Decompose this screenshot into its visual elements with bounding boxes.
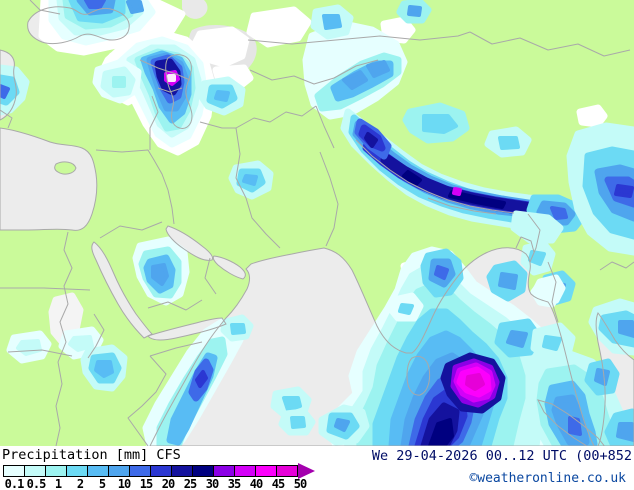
precipitation-map xyxy=(0,0,634,446)
legend-segment xyxy=(129,465,151,477)
legend-segment xyxy=(276,465,298,477)
legend-segment xyxy=(192,465,214,477)
copyright-text: ©weatheronline.co.uk xyxy=(469,471,626,486)
legend-value: 15 xyxy=(139,477,153,490)
legend-value: 2 xyxy=(76,477,84,490)
legend-value: 5 xyxy=(98,477,106,490)
legend-segment xyxy=(66,465,88,477)
legend-segment xyxy=(87,465,109,477)
legend-segment xyxy=(24,465,46,477)
legend-labels: 0.1 0.5 1 2 5 10 15 20 25 30 35 40 45 50 xyxy=(3,477,311,490)
legend-segment xyxy=(255,465,277,477)
legend-value: 25 xyxy=(183,477,197,490)
legend-overflow-arrow-icon xyxy=(298,463,315,479)
legend-value: 45 xyxy=(271,477,285,490)
legend-segment xyxy=(234,465,256,477)
map-footer: Precipitation [mm] CFS We 29-04-2026 00.… xyxy=(0,446,634,490)
legend-value: 40 xyxy=(249,477,263,490)
map-title: Precipitation [mm] CFS xyxy=(2,447,181,463)
legend-segment xyxy=(108,465,130,477)
legend-segment xyxy=(213,465,235,477)
legend-value: 20 xyxy=(161,477,175,490)
legend-bar xyxy=(3,463,315,479)
legend-value: 0.1 xyxy=(4,477,25,490)
legend-value: 35 xyxy=(227,477,241,490)
legend-value: 50 xyxy=(293,477,307,490)
legend-value: 30 xyxy=(205,477,219,490)
aral-gray-lobe xyxy=(182,0,208,19)
legend-segment xyxy=(150,465,172,477)
legend-segment xyxy=(3,465,25,477)
legend-segment xyxy=(45,465,67,477)
legend-value: 10 xyxy=(117,477,131,490)
forecast-datetime: We 29-04-2026 00..12 UTC (00+852 xyxy=(371,448,632,464)
legend-segment xyxy=(171,465,193,477)
precipitation-layers xyxy=(0,0,634,446)
legend-value: 0.5 xyxy=(26,477,47,490)
legend-value: 1 xyxy=(54,477,62,490)
country-borders xyxy=(0,0,634,446)
